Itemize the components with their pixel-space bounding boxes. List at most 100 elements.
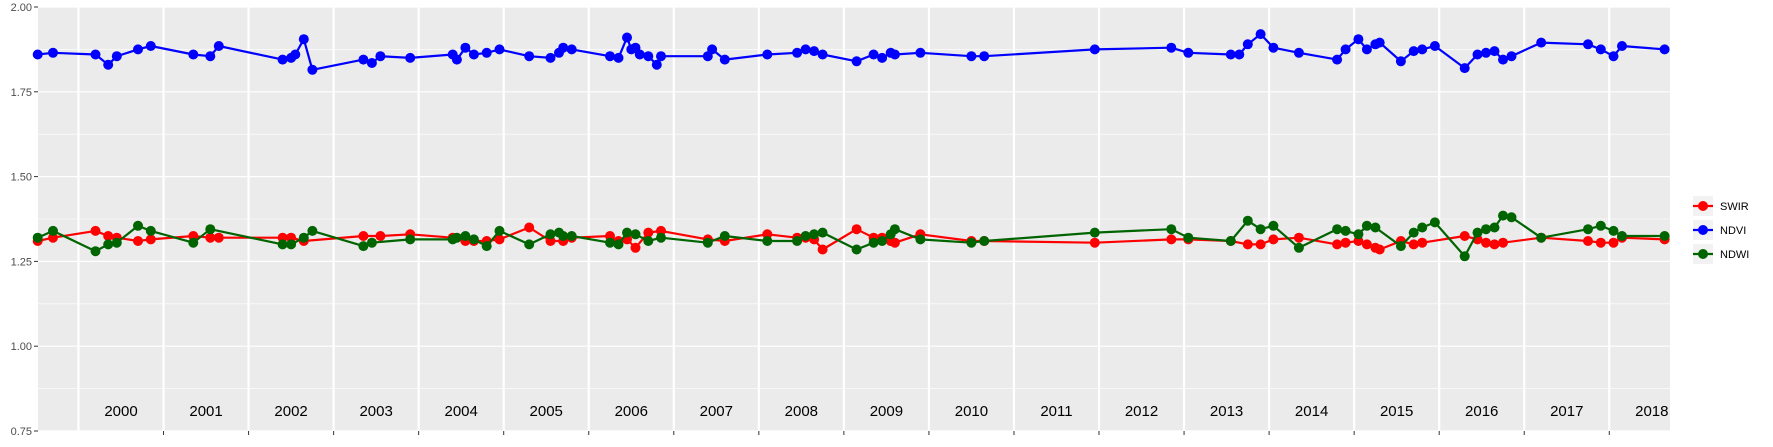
- data-point-ndvi: [613, 52, 624, 63]
- data-point-ndwi: [460, 231, 471, 241]
- data-point-swir: [1459, 231, 1470, 241]
- legend-item-ndvi: NDVI: [1693, 220, 1746, 240]
- data-point-ndwi: [468, 234, 479, 245]
- y-tick-label: 1.75: [11, 87, 32, 99]
- year-label: 2000: [104, 403, 137, 420]
- data-point-ndwi: [307, 225, 318, 236]
- data-point-swir: [1417, 237, 1428, 248]
- data-point-ndvi: [966, 51, 977, 62]
- year-label: 2014: [1295, 403, 1328, 420]
- data-point-ndvi: [634, 49, 645, 60]
- data-point-ndvi: [277, 54, 288, 65]
- data-point-ndwi: [277, 239, 288, 250]
- data-point-ndwi: [1183, 232, 1194, 243]
- data-point-ndvi: [1536, 37, 1547, 48]
- data-point-ndwi: [1472, 227, 1483, 238]
- data-point-ndwi: [979, 236, 990, 246]
- data-point-swir: [1583, 236, 1593, 246]
- data-point-ndwi: [1089, 227, 1100, 238]
- data-point-ndvi: [707, 44, 718, 55]
- data-point-ndwi: [188, 237, 199, 248]
- data-point-swir: [889, 237, 900, 248]
- data-point-ndwi: [1255, 224, 1266, 235]
- series-layer: [32, 29, 1670, 262]
- year-label: 2002: [274, 403, 307, 420]
- data-point-ndvi: [103, 59, 114, 70]
- data-point-ndwi: [286, 239, 297, 250]
- data-point-ndvi: [915, 47, 926, 58]
- data-point-ndvi: [1166, 42, 1177, 53]
- data-point-ndwi: [481, 241, 492, 252]
- data-point-ndwi: [792, 236, 803, 246]
- data-point-ndvi: [48, 47, 58, 58]
- data-point-swir: [133, 236, 143, 246]
- data-point-ndvi: [719, 54, 730, 65]
- data-point-ndwi: [817, 227, 828, 238]
- data-point-swir: [1166, 234, 1177, 245]
- y-tick-label: 1.50: [11, 172, 32, 184]
- data-point-ndwi: [809, 229, 820, 240]
- data-point-ndwi: [1481, 224, 1491, 235]
- data-point-swir: [1408, 239, 1419, 250]
- data-point-swir: [1255, 239, 1266, 250]
- data-point-ndvi: [1472, 49, 1483, 60]
- data-point-ndwi: [1417, 222, 1428, 233]
- year-label: 2015: [1380, 403, 1413, 420]
- legend-item-swir: SWIR: [1693, 196, 1749, 216]
- data-point-ndvi: [188, 49, 199, 60]
- data-point-ndwi: [1225, 236, 1236, 246]
- data-point-ndwi: [1506, 212, 1517, 223]
- year-label: 2011: [1040, 403, 1072, 420]
- legend-label: NDWI: [1720, 249, 1749, 261]
- year-label: 2001: [189, 403, 222, 420]
- data-point-ndwi: [605, 237, 615, 248]
- data-point-ndvi: [1481, 47, 1491, 58]
- data-point-ndvi: [213, 41, 224, 51]
- data-point-ndwi: [1595, 220, 1606, 231]
- data-point-ndvi: [1340, 44, 1351, 55]
- legend-item-ndwi: NDWI: [1693, 244, 1749, 264]
- grid-layer: [38, 6, 1670, 432]
- data-point-swir: [643, 227, 654, 238]
- data-point-swir: [1293, 232, 1304, 243]
- data-point-ndvi: [205, 51, 216, 62]
- data-point-ndvi: [133, 44, 143, 55]
- data-point-ndvi: [979, 51, 990, 62]
- data-point-ndwi: [133, 220, 143, 231]
- data-point-ndvi: [366, 58, 377, 68]
- y-tick-label: 2.00: [11, 2, 32, 14]
- data-point-ndwi: [613, 239, 624, 250]
- year-label: 2013: [1210, 403, 1243, 420]
- data-point-ndvi: [298, 34, 309, 45]
- data-point-swir: [375, 231, 386, 241]
- data-point-ndvi: [32, 49, 43, 60]
- data-point-ndwi: [915, 234, 926, 245]
- data-point-ndvi: [545, 52, 556, 63]
- data-point-ndwi: [366, 237, 377, 248]
- data-point-ndwi: [205, 224, 216, 235]
- data-point-ndwi: [889, 224, 900, 235]
- data-point-ndvi: [851, 56, 862, 67]
- data-point-ndwi: [1617, 231, 1627, 241]
- y-tick-label: 0.75: [11, 426, 32, 438]
- data-point-ndwi: [630, 229, 641, 240]
- data-point-ndvi: [494, 44, 505, 55]
- data-point-ndwi: [1332, 224, 1343, 235]
- data-point-ndvi: [762, 49, 773, 60]
- data-point-ndwi: [524, 239, 535, 250]
- data-point-ndwi: [877, 236, 888, 246]
- series-ndwi: [32, 210, 1670, 262]
- legend: SWIR NDVI NDWI: [1693, 196, 1749, 264]
- data-point-ndwi: [494, 225, 505, 236]
- data-point-swir: [1481, 237, 1491, 248]
- data-point-swir: [630, 242, 641, 253]
- data-point-ndvi: [868, 49, 879, 60]
- data-point-swir: [103, 231, 114, 241]
- data-point-ndwi: [851, 244, 862, 255]
- data-point-ndvi: [1395, 56, 1406, 67]
- data-point-ndvi: [1617, 41, 1627, 51]
- data-point-swir: [1242, 239, 1253, 250]
- year-label: 2009: [870, 403, 903, 420]
